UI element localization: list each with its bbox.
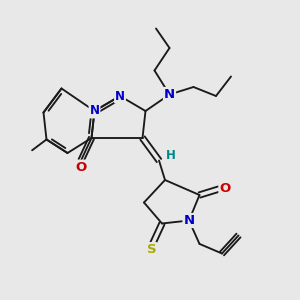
Text: N: N [183, 214, 195, 227]
Text: O: O [219, 182, 231, 196]
Text: N: N [115, 89, 125, 103]
Text: N: N [164, 88, 175, 101]
Text: N: N [89, 104, 100, 118]
Text: H: H [166, 148, 175, 162]
Text: O: O [75, 160, 87, 174]
Text: S: S [147, 243, 156, 256]
